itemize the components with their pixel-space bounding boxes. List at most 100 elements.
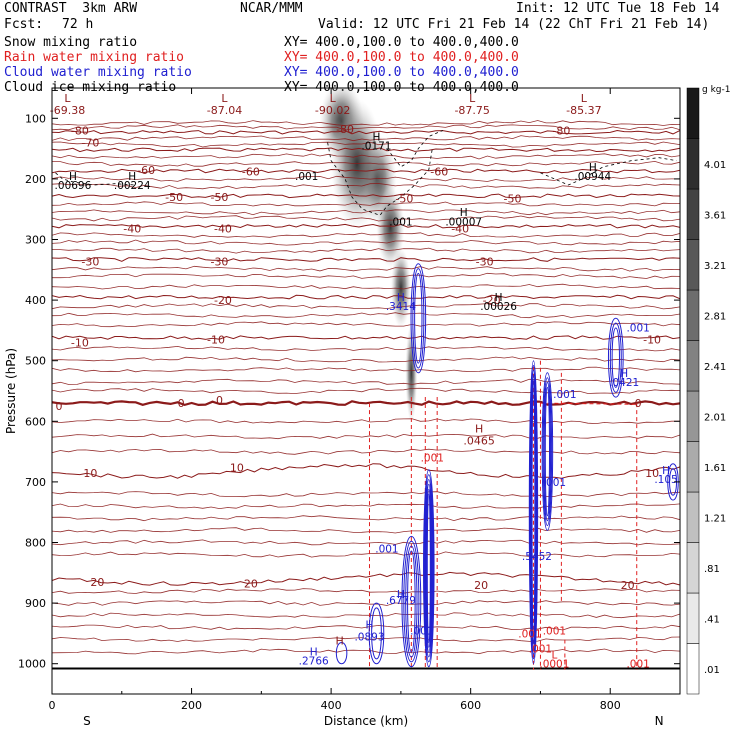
north-label: N — [655, 714, 664, 728]
isotherm-line — [52, 600, 680, 606]
cloud-water-contour — [530, 374, 537, 650]
snow-label: H — [69, 171, 77, 183]
isotherm-label: -40 — [123, 223, 141, 236]
colorbar-segment — [686, 87, 700, 139]
isotherm-line — [52, 321, 680, 328]
cloud-water-contour — [528, 360, 539, 665]
rain-label: .0001 — [539, 659, 569, 671]
snow-label: .00224 — [114, 180, 151, 192]
isotherm-line — [52, 312, 680, 319]
model-title: CONTRAST 3km ARW — [4, 1, 138, 16]
isotherm-line — [52, 141, 680, 148]
cloud-water-contour — [423, 474, 434, 663]
rain-label: .001 — [543, 625, 566, 637]
cloud-water-label: H — [366, 619, 374, 631]
cloud-water-label: .001 — [410, 625, 433, 637]
extremum-value: .0465 — [463, 434, 495, 447]
isotherm-label: -30 — [210, 255, 228, 268]
cloud-water-contour — [407, 550, 416, 653]
cloud-water-contour — [414, 272, 423, 364]
isotherm-label: -60 — [242, 166, 260, 179]
y-tick-label: 500 — [25, 355, 46, 368]
cloud-water-label: .2766 — [299, 656, 329, 668]
isotherm-label: -10 — [71, 337, 89, 350]
isotherm-label: -30 — [476, 255, 494, 268]
cloud-water-label: H — [397, 292, 405, 304]
colorbar-segment — [686, 289, 700, 341]
y-tick-label: 900 — [25, 597, 46, 610]
isotherm-line — [52, 366, 680, 373]
colorbar-segment — [686, 239, 700, 291]
isotherm-label: 0 — [178, 397, 185, 410]
cloud-water-contour — [669, 468, 678, 496]
snow-label: H — [460, 207, 468, 219]
snow-shading-blob — [376, 187, 405, 268]
cloud-water-label: .001 — [626, 322, 649, 334]
isotherm-line — [52, 247, 680, 254]
colorbar-label: 2.41 — [704, 362, 726, 373]
isotherm-line — [52, 612, 680, 619]
isotherm-line — [52, 636, 680, 642]
rain-label: .001 — [518, 628, 541, 640]
colorbar-label: .01 — [704, 665, 720, 676]
x-tick-label: 600 — [460, 699, 481, 712]
colorbar-label: .81 — [704, 564, 720, 575]
isotherm-line — [52, 433, 680, 440]
isotherm-line — [52, 223, 680, 229]
cloud-water-contour — [544, 386, 550, 517]
plot-frame — [51, 87, 681, 695]
cloud-water-label: H — [397, 589, 405, 601]
y-tick-label: 800 — [25, 537, 46, 550]
field-snow-xy: XY= 400.0,100.0 to 400.0,400.0 — [284, 35, 519, 50]
cloud-water-label: .5452 — [522, 551, 552, 563]
colorbar-label: 1.61 — [704, 463, 726, 474]
isotherm-line — [52, 153, 680, 160]
y-tick-label: 700 — [25, 476, 46, 489]
rain-dashed-contour — [540, 402, 637, 405]
isotherm-line — [52, 539, 680, 546]
colorbar-segment — [686, 542, 700, 594]
cloud-water-contour — [543, 382, 552, 522]
isotherm-line — [52, 551, 680, 558]
snow-dashed-contour — [540, 157, 677, 186]
snow-dashed-contour — [55, 172, 136, 186]
isotherm-line — [52, 232, 680, 238]
snow-label: H — [128, 171, 136, 183]
isotherm-line — [52, 345, 680, 352]
extremum-marker: L — [221, 92, 228, 105]
isotherm-line — [52, 209, 680, 216]
colorbar-unit: g kg-1 — [702, 85, 730, 95]
y-tick-label: 200 — [25, 173, 46, 186]
cloud-water-contour — [667, 463, 679, 501]
isotherm-line — [52, 418, 680, 425]
cloud-water-contour — [611, 327, 620, 388]
isotherm-label: -40 — [451, 223, 469, 236]
isotherm-line — [52, 257, 680, 262]
south-label: S — [83, 714, 91, 728]
isotherm-label: -50 — [504, 192, 522, 205]
isotherm-line — [52, 624, 680, 631]
snow-label: .001 — [389, 216, 412, 228]
field-cloud-water: Cloud water mixing ratio — [4, 65, 192, 80]
x-tick-label: 800 — [600, 699, 621, 712]
y-axis-label: Pressure (hPa) — [4, 348, 18, 434]
extremum-marker: H — [475, 422, 483, 435]
colorbar-segment — [686, 592, 700, 644]
extremum-marker: L — [330, 92, 337, 105]
isotherm-line — [52, 272, 680, 279]
cloud-water-contour — [401, 535, 422, 668]
colorbar-label: 2.81 — [704, 311, 726, 322]
isotherm-label: -50 — [165, 191, 183, 204]
colorbar-segment — [686, 188, 700, 240]
isotherm-line — [52, 135, 680, 142]
isotherm-line — [52, 168, 680, 174]
cloud-water-label: .0421 — [609, 377, 639, 389]
isotherm-line — [52, 193, 680, 199]
x-tick-label: 200 — [181, 699, 202, 712]
extremum-marker: L — [64, 92, 71, 105]
snow-label: H — [373, 131, 381, 143]
cloud-water-label: H — [662, 465, 670, 477]
extremum-value: -87.04 — [207, 104, 242, 117]
cloud-water-contour — [529, 365, 538, 660]
isotherm-line — [52, 463, 680, 479]
